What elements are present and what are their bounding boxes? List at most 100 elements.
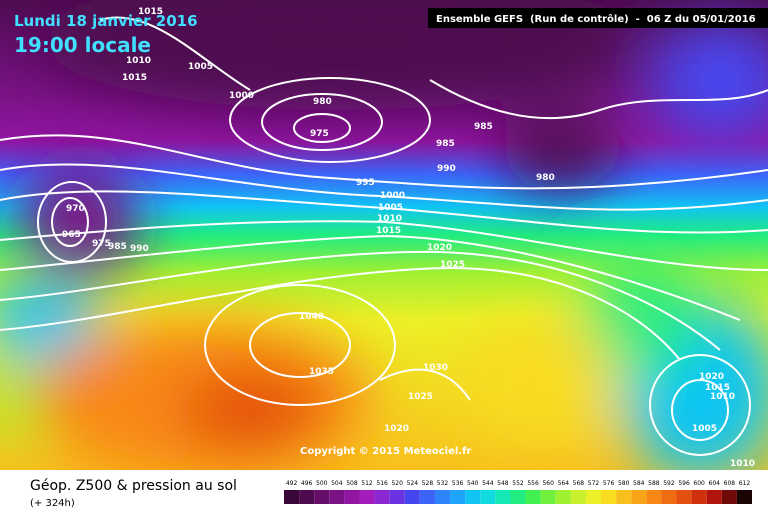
scale-label: 604 [709, 480, 721, 487]
scale-label: 508 [346, 480, 358, 487]
isobar-label: 1020 [384, 424, 409, 434]
scale-swatch [555, 490, 571, 504]
isobar-label: 970 [66, 204, 85, 214]
scale-swatch [284, 490, 300, 504]
scale-swatch [434, 490, 451, 504]
scale-swatch [299, 490, 315, 504]
isobar-label: 1010 [710, 392, 735, 402]
scale-swatch [570, 490, 586, 504]
scale-swatch [525, 490, 541, 504]
scale-swatch [465, 490, 481, 504]
isobar-label: 985 [436, 139, 455, 149]
scale-swatch [631, 490, 647, 504]
scale-swatch [359, 490, 375, 504]
scale-swatch [691, 490, 707, 504]
scale-swatch [585, 490, 602, 504]
isobar-label: 1015 [122, 73, 147, 83]
scale-label: 576 [603, 480, 615, 487]
scale-swatch [495, 490, 511, 504]
scale-swatch [480, 490, 496, 504]
isobar-label: 1005 [188, 62, 213, 72]
scale-swatch [510, 490, 526, 504]
isobar-label: 1020 [699, 372, 724, 382]
isobar-label: 1025 [440, 260, 465, 270]
scale-label: 536 [452, 480, 464, 487]
scale-swatch [419, 490, 435, 504]
scale-label: 492 [286, 480, 298, 487]
isobar-labels: 1015101010151005100098097598598599098099… [62, 7, 755, 469]
scale-label: 608 [724, 480, 736, 487]
scale-swatch [706, 490, 722, 504]
scale-swatch [646, 490, 662, 504]
scale-label: 496 [301, 480, 313, 487]
isobar-label: 1015 [138, 7, 163, 17]
scale-swatch [450, 490, 466, 504]
scale-label: 544 [482, 480, 494, 487]
scale-label: 560 [542, 480, 554, 487]
scale-label: 540 [467, 480, 479, 487]
footer-lead: (+ 324h) [30, 498, 75, 509]
isobar-label: 1025 [408, 392, 433, 402]
isobar-label: 1000 [229, 91, 254, 101]
scale-label: 528 [422, 480, 434, 487]
isobar-label: 985 [108, 242, 127, 252]
isobar-label: 975 [92, 239, 111, 249]
scale-swatch [616, 490, 632, 504]
time: 19:00 locale [14, 33, 151, 57]
scale-swatch [540, 490, 556, 504]
isobar-label: 990 [130, 244, 149, 254]
scale-label: 552 [512, 480, 524, 487]
isobar-label: 1015 [705, 383, 730, 393]
isobar-label: 980 [536, 173, 555, 183]
scale-label: 504 [331, 480, 343, 487]
isobars [0, 16, 768, 456]
run-info: Ensemble GEFS (Run de contrôle) - 06 Z d… [436, 13, 756, 25]
scale-label: 564 [558, 480, 570, 487]
scale-label: 524 [407, 480, 419, 487]
copyright: Copyright © 2015 Meteociel.fr [300, 446, 471, 457]
date: Lundi 18 janvier 2016 [14, 12, 198, 30]
scale-label: 532 [437, 480, 449, 487]
scale-swatch [329, 490, 345, 504]
scale-label: 516 [376, 480, 388, 487]
scale-swatch [404, 490, 420, 504]
isobar-label: 1020 [427, 243, 452, 253]
isobar-label: 975 [310, 129, 329, 139]
scale-label: 600 [693, 480, 705, 487]
isobar-label: 1035 [309, 367, 334, 377]
scale-label: 572 [588, 480, 600, 487]
scale-label: 584 [633, 480, 645, 487]
scale-label: 500 [316, 480, 328, 487]
isobar-label: 1010 [126, 56, 151, 66]
scale-label: 612 [739, 480, 751, 487]
scale-swatch [736, 490, 752, 504]
isobar-label: 1000 [380, 191, 405, 201]
isobar-label: 965 [62, 230, 81, 240]
footer-title: Géop. Z500 & pression au sol [30, 478, 237, 494]
run-box [428, 8, 768, 28]
isobar-label: 995 [356, 178, 375, 188]
scale-label: 580 [618, 480, 630, 487]
isobar-label: 990 [437, 164, 456, 174]
isobar-label: 1040 [299, 312, 324, 322]
isobar-label: 1005 [378, 203, 403, 213]
scale-label: 556 [527, 480, 539, 487]
isobar-label: 1010 [730, 459, 755, 469]
scale-label: 596 [678, 480, 690, 487]
isobar-label: 1010 [377, 214, 402, 224]
field [0, 0, 768, 480]
scale-label: 568 [573, 480, 585, 487]
scale-swatch [601, 490, 617, 504]
scale-label: 548 [497, 480, 509, 487]
scale-swatch [661, 490, 677, 504]
scale-swatch [314, 490, 330, 504]
isobar-label: 980 [313, 97, 332, 107]
scale-swatch [344, 490, 360, 504]
scale-swatch [676, 490, 692, 504]
scale-swatch [389, 490, 405, 504]
isobar-label: 985 [474, 122, 493, 132]
isobar-label: 1015 [376, 226, 401, 236]
scale-label: 520 [391, 480, 403, 487]
scale-swatch [374, 490, 390, 504]
